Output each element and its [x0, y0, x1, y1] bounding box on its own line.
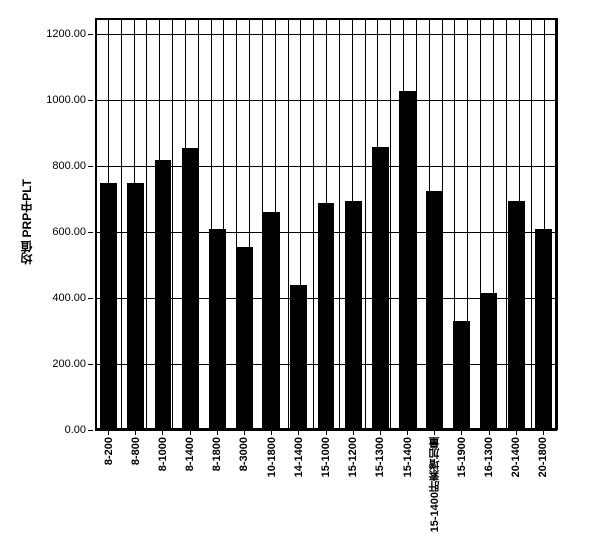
- x-tick-mark: [407, 430, 408, 435]
- x-tick: 8-1400: [182, 430, 198, 471]
- x-tick: 16-1300: [481, 430, 497, 477]
- y-tick-label: 800.00: [52, 160, 86, 172]
- x-tick-label: 8-800: [130, 437, 142, 465]
- x-tick-mark: [244, 430, 245, 435]
- y-tick-mark: [88, 232, 93, 233]
- bar-chart: 均值 PRP中PLT 0.00 200.00 400.00 600.00 800.00 1…: [0, 0, 598, 552]
- y-tick: 1000.00: [46, 93, 93, 107]
- x-tick: 14-1400: [291, 430, 307, 477]
- x-tick-label: 8-1400: [184, 437, 196, 471]
- x-tick-label: 8-1000: [157, 437, 169, 471]
- plot-border: [95, 18, 557, 430]
- x-tick: 8-200: [101, 430, 117, 465]
- x-tick-label: 15-1300: [374, 437, 386, 477]
- x-tick: 15-1000: [318, 430, 334, 477]
- x-tick-mark: [298, 430, 299, 435]
- y-tick-mark: [88, 34, 93, 35]
- x-tick: 20-1800: [535, 430, 551, 477]
- x-tick-mark: [108, 430, 109, 435]
- x-tick: 15-1400: [400, 430, 416, 477]
- y-tick-mark: [88, 364, 93, 365]
- y-tick-mark: [88, 166, 93, 167]
- x-tick-mark: [190, 430, 191, 435]
- x-tick-label: 8-1800: [211, 437, 223, 471]
- x-tick-mark: [380, 430, 381, 435]
- x-tick: 8-3000: [236, 430, 252, 471]
- y-tick-mark: [88, 430, 93, 431]
- x-tick-label: 8-3000: [238, 437, 250, 471]
- x-tick-label: 10-1800: [266, 437, 278, 477]
- x-tick-mark: [162, 430, 163, 435]
- x-tick-label: 20-1800: [537, 437, 549, 477]
- x-tick: 10-1800: [264, 430, 280, 477]
- x-tick-label: 14-1400: [293, 437, 305, 477]
- y-tick-label: 1000.00: [46, 94, 86, 106]
- x-tick: 15-1200: [345, 430, 361, 477]
- x-tick-label: 15-1400肝素增加量: [427, 437, 443, 532]
- x-tick-mark: [516, 430, 517, 435]
- x-tick-label: 15-1900: [456, 437, 468, 477]
- y-tick: 200.00: [52, 357, 93, 371]
- x-tick-label: 15-1000: [320, 437, 332, 477]
- y-tick-label: 400.00: [52, 292, 86, 304]
- x-tick: 8-1000: [155, 430, 171, 471]
- y-axis-label: 均值 PRP中PLT: [18, 179, 35, 265]
- y-tick: 400.00: [52, 291, 93, 305]
- x-tick-mark: [461, 430, 462, 435]
- x-tick: 15-1900: [454, 430, 470, 477]
- y-tick-label: 200.00: [52, 358, 86, 370]
- x-tick-mark: [135, 430, 136, 435]
- x-tick-mark: [271, 430, 272, 435]
- x-tick-label: 8-200: [103, 437, 115, 465]
- y-tick-label: 0.00: [65, 424, 86, 436]
- x-tick-label: 20-1400: [510, 437, 522, 477]
- x-tick: 8-1800: [209, 430, 225, 471]
- x-tick-mark: [543, 430, 544, 435]
- x-tick-mark: [353, 430, 354, 435]
- x-tick: 15-1300: [372, 430, 388, 477]
- v-gridline: [557, 18, 558, 430]
- x-tick-mark: [217, 430, 218, 435]
- y-tick: 1200.00: [46, 27, 93, 41]
- x-tick-label: 15-1400: [402, 437, 414, 477]
- y-tick-label: 1200.00: [46, 28, 86, 40]
- x-tick-mark: [489, 430, 490, 435]
- y-tick: 600.00: [52, 225, 93, 239]
- x-tick: 15-1400肝素增加量: [427, 430, 443, 532]
- y-tick: 800.00: [52, 159, 93, 173]
- x-tick: 20-1400: [508, 430, 524, 477]
- x-tick-mark: [326, 430, 327, 435]
- y-tick-mark: [88, 298, 93, 299]
- x-tick-label: 15-1200: [347, 437, 359, 477]
- x-tick: 8-800: [128, 430, 144, 465]
- y-tick: 0.00: [65, 423, 93, 437]
- y-tick-mark: [88, 100, 93, 101]
- x-tick-label: 16-1300: [483, 437, 495, 477]
- x-tick-mark: [434, 430, 435, 435]
- y-tick-label: 600.00: [52, 226, 86, 238]
